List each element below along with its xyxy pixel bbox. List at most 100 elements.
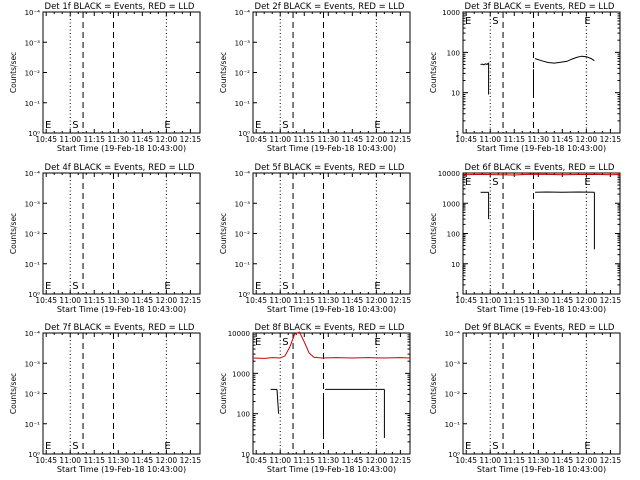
series-line-events bbox=[480, 62, 489, 66]
x-tick-label: 11:00 bbox=[269, 456, 291, 465]
end-marker-label: E bbox=[584, 177, 590, 188]
x-tick-label: 12:00 bbox=[576, 135, 598, 144]
x-tick-label: 11:00 bbox=[59, 296, 81, 305]
y-tick-label: 10⁰ bbox=[448, 451, 460, 459]
x-tick-label: 11:00 bbox=[269, 135, 291, 144]
y-tick-label: 100 bbox=[237, 411, 250, 419]
x-tick-label: 12:15 bbox=[180, 296, 202, 305]
start-marker-label: S bbox=[72, 441, 78, 452]
edge-marker-label: E bbox=[255, 120, 261, 131]
end-marker-label: E bbox=[374, 337, 380, 348]
edge-marker-label: E bbox=[45, 441, 51, 452]
y-tick-label: 1000 bbox=[442, 200, 460, 208]
x-axis-label: Start Time (19-Feb-18 10:43:00) bbox=[57, 465, 186, 474]
end-marker-label: E bbox=[164, 441, 170, 452]
x-tick-label: 11:45 bbox=[342, 456, 364, 465]
x-tick-label: 12:15 bbox=[600, 456, 622, 465]
y-axis-label: Counts/sec bbox=[9, 52, 18, 93]
start-marker-label: S bbox=[492, 16, 498, 27]
y-tick-label: 100 bbox=[447, 49, 460, 57]
y-tick-label: 10⁻³ bbox=[25, 39, 41, 47]
x-axis-label: Start Time (19-Feb-18 10:43:00) bbox=[477, 305, 606, 314]
start-marker-label: S bbox=[72, 281, 78, 292]
x-tick-label: 10:45 bbox=[245, 456, 267, 465]
start-marker-label: S bbox=[282, 120, 288, 131]
x-tick-label: 12:15 bbox=[390, 296, 412, 305]
y-tick-label: 10000 bbox=[228, 330, 250, 338]
y-axis-label: Counts/sec bbox=[9, 213, 18, 254]
x-tick-label: 11:30 bbox=[317, 456, 339, 465]
y-tick-label: 10⁻³ bbox=[235, 200, 251, 208]
x-tick-label: 10:45 bbox=[245, 135, 267, 144]
x-tick-label: 11:30 bbox=[107, 456, 129, 465]
x-tick-label: 10:45 bbox=[455, 296, 477, 305]
x-tick-label: 11:15 bbox=[293, 456, 315, 465]
y-tick-label: 10⁻¹ bbox=[25, 100, 41, 108]
x-tick-label: 11:45 bbox=[342, 296, 364, 305]
start-marker-label: S bbox=[492, 177, 498, 188]
end-marker-label: E bbox=[584, 441, 590, 452]
y-tick-label: 10000 bbox=[438, 170, 460, 178]
y-tick-label: 10⁻² bbox=[25, 391, 41, 399]
y-tick-label: 10⁻² bbox=[235, 70, 251, 78]
series-line-lld bbox=[462, 173, 621, 176]
x-tick-label: 11:00 bbox=[479, 135, 501, 144]
y-axis-label: Counts/sec bbox=[429, 373, 438, 414]
x-tick-label: 11:45 bbox=[552, 456, 574, 465]
x-axis-label: Start Time (19-Feb-18 10:43:00) bbox=[267, 465, 396, 474]
panel-title: Det 1f BLACK = Events, RED = LLD bbox=[45, 2, 195, 12]
x-tick-label: 11:30 bbox=[527, 296, 549, 305]
y-tick-label: 10⁻² bbox=[25, 231, 41, 239]
x-tick-label: 11:45 bbox=[552, 135, 574, 144]
plot-frame bbox=[462, 11, 621, 134]
y-tick-label: 10⁻⁴ bbox=[235, 170, 251, 178]
edge-marker-label: E bbox=[465, 177, 471, 188]
x-tick-label: 12:00 bbox=[366, 456, 388, 465]
y-tick-label: 1 bbox=[456, 130, 460, 138]
x-tick-label: 12:00 bbox=[156, 456, 178, 465]
x-tick-label: 11:00 bbox=[59, 135, 81, 144]
x-tick-label: 11:15 bbox=[83, 456, 105, 465]
panel-title: Det 6f BLACK = Events, RED = LLD bbox=[465, 163, 615, 173]
y-tick-label: 10⁻¹ bbox=[235, 261, 251, 269]
x-tick-label: 11:15 bbox=[293, 135, 315, 144]
x-tick-label: 12:00 bbox=[576, 296, 598, 305]
series-line-lld bbox=[252, 331, 411, 359]
y-tick-label: 10⁻¹ bbox=[25, 261, 41, 269]
y-tick-label: 10 bbox=[451, 261, 460, 269]
x-tick-label: 12:15 bbox=[180, 456, 202, 465]
edge-marker-label: E bbox=[45, 281, 51, 292]
x-axis-label: Start Time (19-Feb-18 10:43:00) bbox=[267, 305, 396, 314]
x-tick-label: 12:00 bbox=[156, 296, 178, 305]
y-tick-label: 10⁰ bbox=[28, 291, 40, 299]
y-axis-label: Counts/sec bbox=[9, 373, 18, 414]
x-tick-label: 11:15 bbox=[83, 135, 105, 144]
x-tick-label: 11:00 bbox=[269, 296, 291, 305]
panel-title: Det 2f BLACK = Events, RED = LLD bbox=[255, 2, 405, 12]
series-line-events bbox=[276, 389, 280, 414]
edge-marker-label: E bbox=[465, 16, 471, 27]
x-tick-label: 10:45 bbox=[35, 135, 57, 144]
x-tick-label: 11:30 bbox=[317, 135, 339, 144]
y-tick-label: 100 bbox=[447, 231, 460, 239]
panel-title: Det 5f BLACK = Events, RED = LLD bbox=[255, 163, 405, 173]
y-tick-label: 10⁰ bbox=[238, 130, 250, 138]
x-tick-label: 11:45 bbox=[342, 135, 364, 144]
x-tick-label: 11:00 bbox=[59, 456, 81, 465]
y-axis-label: Counts/sec bbox=[219, 213, 228, 254]
start-marker-label: S bbox=[282, 337, 288, 348]
y-axis-label: Counts/sec bbox=[429, 213, 438, 254]
x-tick-label: 12:15 bbox=[390, 135, 412, 144]
edge-marker-label: E bbox=[45, 120, 51, 131]
x-tick-label: 11:15 bbox=[83, 296, 105, 305]
y-tick-label: 1000 bbox=[232, 370, 250, 378]
x-tick-label: 12:15 bbox=[180, 135, 202, 144]
plot-frame bbox=[252, 332, 411, 455]
y-tick-label: 10 bbox=[451, 90, 460, 98]
x-tick-label: 11:15 bbox=[503, 456, 525, 465]
x-axis-label: Start Time (19-Feb-18 10:43:00) bbox=[267, 144, 396, 153]
